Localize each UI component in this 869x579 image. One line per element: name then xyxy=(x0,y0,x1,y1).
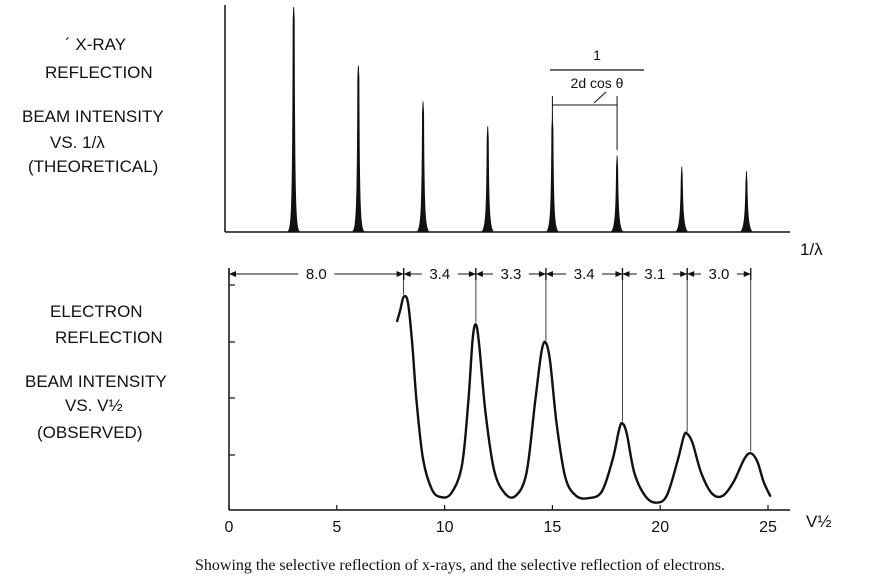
spacing-arrow xyxy=(475,271,483,277)
spacing-arrow xyxy=(545,271,553,277)
spacing-arrow xyxy=(615,271,623,277)
x-tick-label: 10 xyxy=(436,519,454,536)
x-tick-label: 20 xyxy=(651,519,669,536)
xray-label-line-4: VS. 1/λ xyxy=(50,133,105,152)
x-tick-label: 5 xyxy=(332,519,341,536)
xray-label-line-3: BEAM INTENSITY xyxy=(22,107,164,126)
spacing-label: 8.0 xyxy=(306,266,327,283)
spacing-arrow xyxy=(680,271,688,277)
electron-label-line-4: VS. V½ xyxy=(65,396,123,415)
xray-panel-label: ´ X-RAY REFLECTION BEAM INTENSITY VS. 1/… xyxy=(22,35,164,176)
spacing-arrow xyxy=(403,271,411,277)
spacing-arrow xyxy=(396,271,404,277)
xray-peak xyxy=(415,101,431,233)
electron-x-label: V½ xyxy=(806,512,832,531)
spacing-label: 3.3 xyxy=(500,266,521,283)
xray-peak xyxy=(739,171,754,233)
x-tick-label: 25 xyxy=(759,519,777,536)
electron-panel-label: ELECTRON REFLECTION BEAM INTENSITY VS. V… xyxy=(25,302,167,442)
xray-peak xyxy=(286,6,301,233)
spacing-arrow xyxy=(622,271,630,277)
electron-label-line-2: REFLECTION xyxy=(55,328,163,347)
peak-guide-lines xyxy=(403,268,752,452)
xray-peak xyxy=(480,126,495,233)
xray-x-label: 1/λ xyxy=(800,240,823,259)
spacing-label: 3.4 xyxy=(429,266,450,283)
xray-peak xyxy=(674,166,689,233)
spacing-arrow xyxy=(229,271,236,277)
electron-x-ticks: 0 5 10 15 20 25 xyxy=(225,505,777,536)
spacing-arrow xyxy=(687,271,695,277)
xray-peak xyxy=(351,65,366,233)
electron-label-line-1: ELECTRON xyxy=(50,302,143,321)
spacing-label: 3.4 xyxy=(574,266,595,283)
xray-label-line-5: (THEORETICAL) xyxy=(28,157,158,176)
annotation-pointer xyxy=(593,91,607,104)
annotation-numerator: 1 xyxy=(593,47,601,63)
electron-label-line-3: BEAM INTENSITY xyxy=(25,372,167,391)
electron-intensity-curve xyxy=(395,294,772,504)
xray-peak xyxy=(609,155,625,233)
spacing-arrow xyxy=(538,271,546,277)
spacing-label: 3.1 xyxy=(644,266,665,283)
figure-caption: Showing the selective reflection of x-ra… xyxy=(195,557,725,574)
spacing-label: 3.0 xyxy=(709,266,730,283)
spacing-arrow xyxy=(468,271,476,277)
xray-label-line-1: ´ X-RAY xyxy=(65,35,126,54)
xray-spacing-annotation: 1 2d cos θ xyxy=(550,47,644,150)
peak-spacings: 8.0 3.4 3.3 3.4 3.1 3.0 xyxy=(228,266,752,283)
annotation-denominator: 2d cos θ xyxy=(571,75,624,91)
xray-peaks xyxy=(286,6,754,233)
x-tick-label: 15 xyxy=(544,519,562,536)
x-tick-label: 0 xyxy=(225,519,234,536)
electron-label-line-5: (OBSERVED) xyxy=(37,423,143,442)
xray-label-line-2: REFLECTION xyxy=(45,63,153,82)
spacing-arrow xyxy=(743,271,751,277)
